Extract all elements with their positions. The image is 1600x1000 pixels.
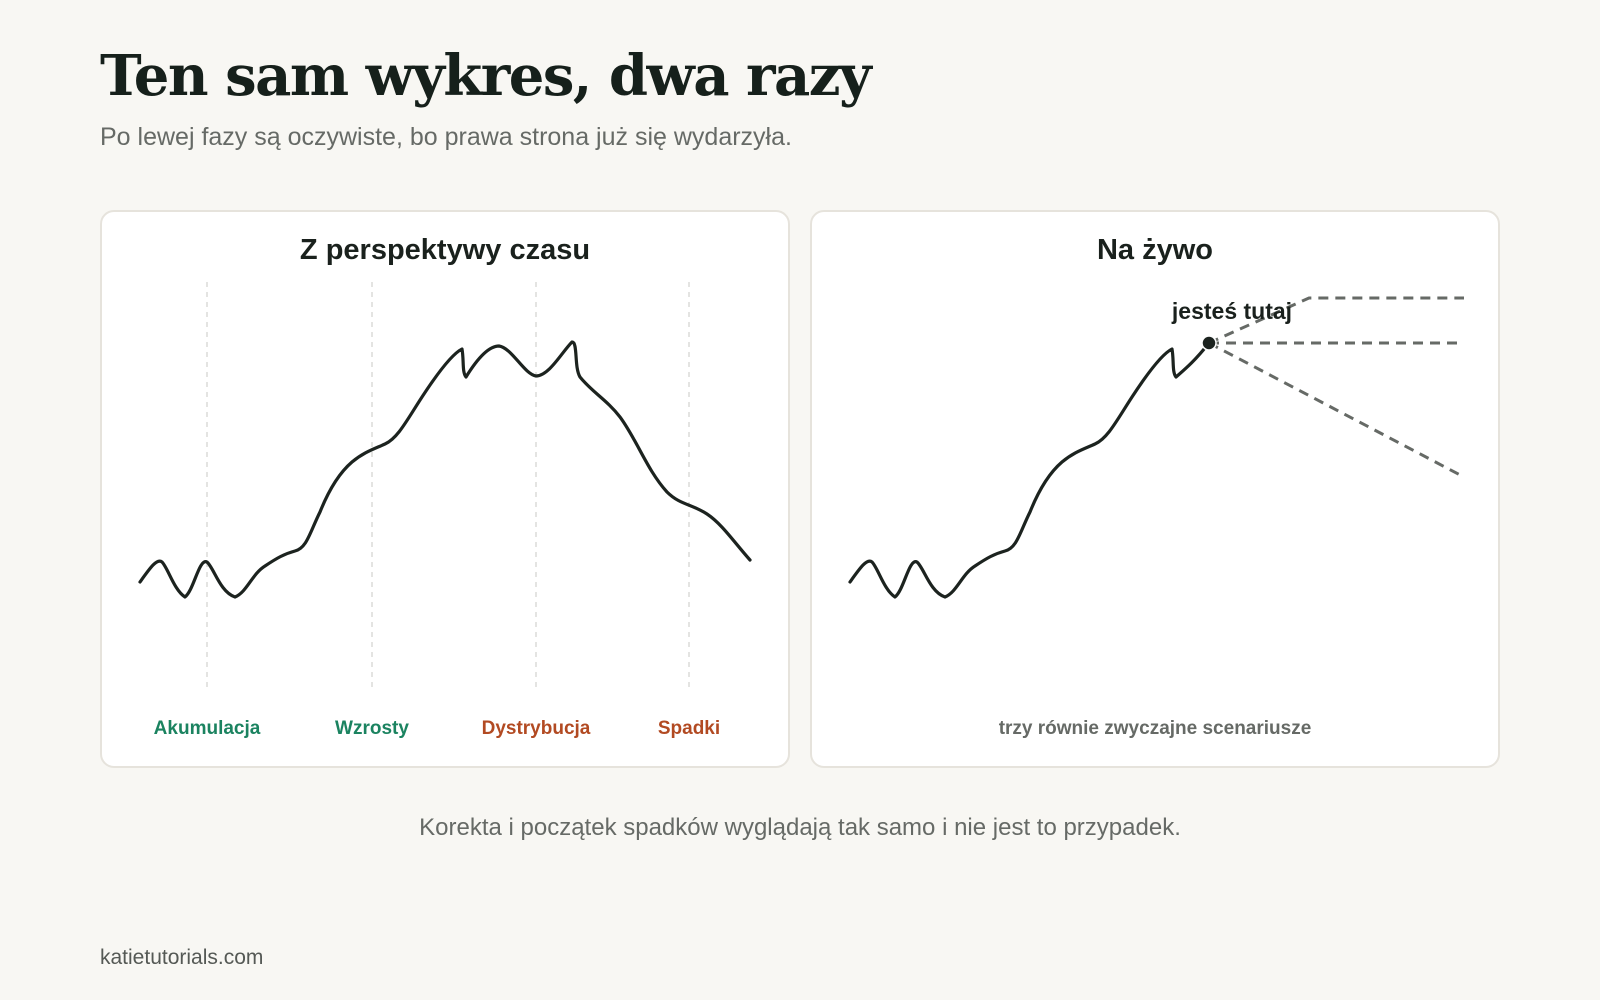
hindsight-panel-title: Z perspektywy czasu	[299, 234, 591, 266]
phase-label-wzrosty: Wzrosty	[335, 718, 409, 739]
price-path-so-far	[848, 341, 1211, 599]
phase-label-spadki: Spadki	[657, 718, 721, 739]
scenario-up	[1208, 296, 1464, 345]
hindsight-chart	[138, 282, 752, 687]
you-are-here-label: jesteś tutaj	[1171, 298, 1293, 324]
site-credit: katietutorials.com	[100, 946, 264, 969]
phase-label-akumulacja: Akumulacja	[153, 718, 261, 739]
you-are-here-marker	[1201, 335, 1217, 351]
scenario-caption: trzy równie zwyczajne scenariusze	[998, 718, 1312, 739]
footnote: Korekta i początek spadków wyglądają tak…	[419, 814, 1181, 841]
price-path-full	[138, 340, 752, 599]
phase-label-dystrybucja: Dystrybucja	[481, 718, 591, 739]
hindsight-panel: Z perspektywy czasu Akumulacja Wzrosty D…	[100, 210, 790, 768]
scenario-down	[1208, 341, 1465, 479]
live-panel: Na żywo jesteś tutaj trzy równie zwyczaj…	[810, 210, 1500, 768]
live-chart	[848, 296, 1465, 599]
page-title: Ten sam wykres, dwa razy	[100, 43, 872, 109]
live-panel-title: Na żywo	[1096, 234, 1214, 266]
page-subtitle: Po lewej fazy są oczywiste, bo prawa str…	[100, 123, 792, 151]
